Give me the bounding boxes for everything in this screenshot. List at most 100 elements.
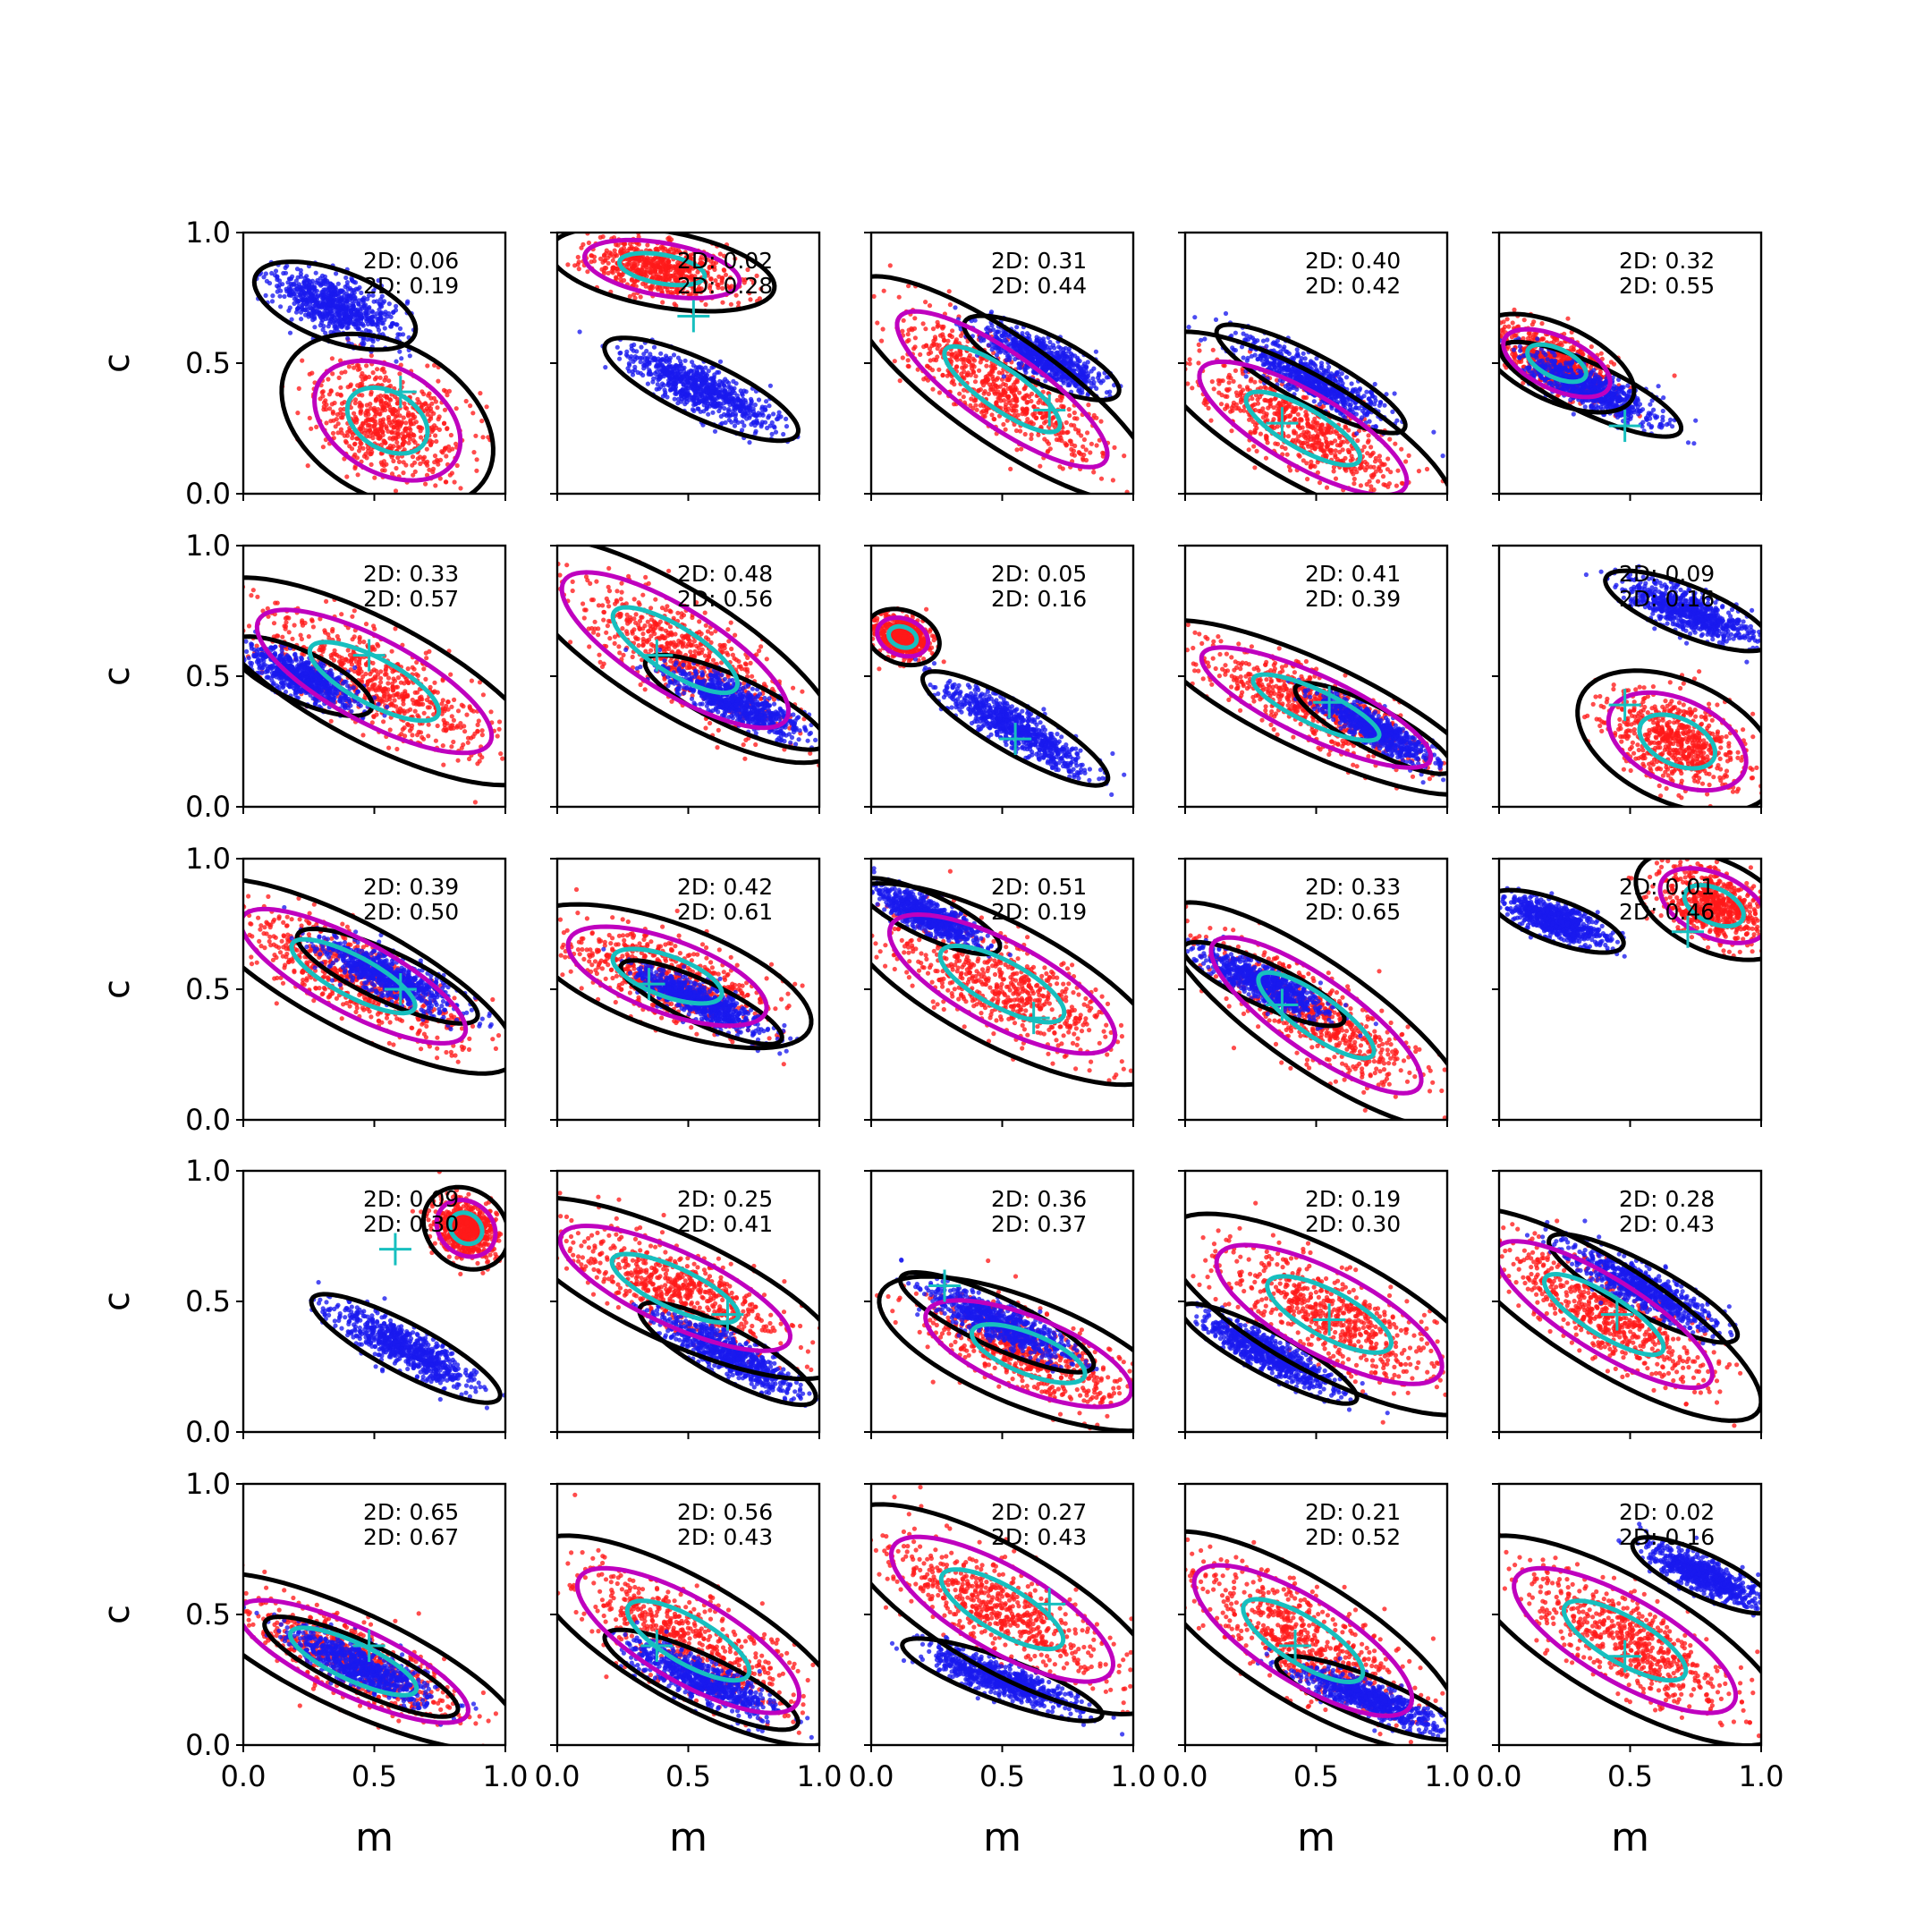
red-scatter-point	[1100, 450, 1106, 455]
blue-scatter-point	[720, 380, 725, 386]
red-scatter-point	[394, 423, 399, 428]
red-scatter-point	[971, 369, 977, 375]
red-scatter-point	[662, 272, 667, 277]
red-scatter-point	[637, 258, 642, 264]
red-scatter-point	[962, 387, 967, 393]
red-scatter-point	[328, 388, 334, 394]
red-scatter-point	[405, 412, 411, 418]
red-scatter-point	[433, 483, 438, 488]
blue-scatter-point	[313, 298, 318, 303]
blue-scatter-point	[993, 331, 998, 336]
red-scatter-point	[385, 402, 390, 408]
red-scatter-point	[1190, 386, 1195, 391]
red-scatter-point	[708, 276, 714, 282]
blue-scatter-point	[355, 286, 360, 292]
blue-scatter-point	[1093, 349, 1098, 354]
red-scatter-point	[339, 430, 344, 436]
blue-scatter-point	[652, 356, 658, 361]
red-scatter-point	[434, 438, 439, 445]
red-scatter-point	[976, 387, 981, 393]
red-scatter-point	[733, 256, 738, 261]
blue-scatter-point	[382, 326, 387, 331]
red-scatter-point	[425, 363, 430, 369]
red-scatter-point	[364, 363, 369, 369]
red-scatter-point	[1063, 443, 1069, 448]
red-scatter-point	[988, 364, 994, 369]
red-scatter-point	[1377, 453, 1382, 459]
blue-scatter-point	[629, 354, 634, 360]
red-scatter-point	[364, 434, 369, 439]
red-scatter-point	[442, 420, 447, 426]
red-scatter-point	[452, 479, 457, 485]
red-scatter-point	[391, 407, 396, 412]
red-scatter-point	[344, 474, 350, 479]
blue-scatter-point	[344, 326, 350, 331]
red-scatter-point	[754, 273, 759, 278]
blue-scatter-point	[652, 370, 658, 377]
red-scatter-point	[415, 456, 420, 462]
red-scatter-point	[1376, 479, 1381, 484]
blue-scatter-point	[397, 349, 402, 354]
red-scatter-point	[329, 356, 335, 361]
red-scatter-point	[1333, 438, 1338, 444]
blue-scatter-point	[376, 278, 381, 284]
red-scatter-point	[1331, 469, 1336, 474]
red-scatter-point	[1265, 418, 1270, 423]
blue-scatter-point	[718, 413, 724, 419]
blue-scatter-point	[323, 330, 328, 335]
red-scatter-point	[348, 405, 353, 411]
red-scatter-point	[1341, 439, 1346, 445]
red-scatter-point	[1038, 424, 1044, 429]
red-scatter-point	[336, 375, 342, 380]
blue-scatter-point	[333, 318, 338, 323]
blue-scatter-point	[675, 355, 682, 360]
red-scatter-point	[333, 424, 338, 429]
cyan-plus-marker	[1033, 394, 1066, 427]
blue-scatter-point	[726, 380, 732, 386]
blue-scatter-point	[731, 388, 736, 394]
blue-scatter-point	[275, 275, 280, 280]
red-scatter-point	[896, 294, 902, 300]
blue-scatter-point	[1031, 369, 1037, 375]
blue-scatter-point	[740, 428, 745, 433]
blue-scatter-point	[285, 280, 291, 285]
blue-scatter-point	[776, 410, 782, 415]
blue-scatter-point	[287, 305, 292, 310]
red-scatter-point	[1279, 445, 1284, 450]
red-scatter-point	[1234, 393, 1240, 398]
red-scatter-point	[1098, 476, 1105, 481]
blue-scatter-point	[671, 352, 677, 358]
red-scatter-point	[982, 413, 987, 419]
red-scatter-point	[905, 332, 911, 337]
red-scatter-point	[1324, 429, 1329, 435]
red-scatter-point	[912, 335, 918, 341]
red-scatter-point	[357, 445, 362, 450]
red-scatter-point	[1003, 382, 1009, 387]
blue-scatter-point	[1017, 349, 1023, 354]
red-scatter-point	[309, 426, 314, 431]
red-scatter-point	[358, 440, 363, 445]
red-scatter-point	[1346, 428, 1352, 433]
red-scatter-point	[990, 374, 996, 379]
red-scatter-point	[1255, 401, 1261, 406]
red-scatter-point	[1187, 361, 1192, 367]
red-scatter-point	[1348, 458, 1353, 463]
blue-scatter-point	[342, 315, 347, 321]
red-scatter-point	[992, 417, 997, 422]
red-scatter-point	[330, 371, 335, 377]
red-scatter-point	[887, 263, 893, 268]
red-scatter-point	[1329, 448, 1335, 453]
red-scatter-point	[370, 436, 376, 441]
red-scatter-point	[974, 407, 979, 412]
red-scatter-point	[736, 301, 741, 306]
blue-scatter-point	[772, 425, 777, 430]
red-scatter-point	[957, 351, 963, 357]
red-scatter-point	[1110, 478, 1115, 483]
red-scatter-point	[1371, 487, 1377, 493]
red-scatter-point	[388, 397, 394, 402]
red-scatter-point	[631, 292, 637, 297]
blue-scatter-point	[1043, 369, 1048, 374]
red-scatter-point	[1310, 419, 1316, 425]
red-scatter-point	[330, 430, 336, 436]
red-scatter-point	[418, 428, 423, 434]
